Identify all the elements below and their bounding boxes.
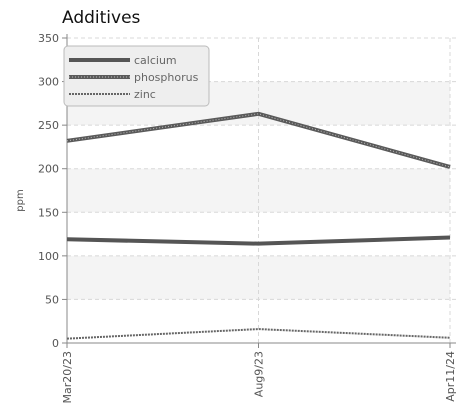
chart-title: Additives xyxy=(62,8,141,28)
legend-item-calcium[interactable]: calcium xyxy=(69,54,177,67)
y-axis-ticks: 0 50 100 150 200 250 300 350 xyxy=(38,32,67,350)
x-axis-ticks: Mar20/23 Aug9/23 Apr11/24 xyxy=(61,343,457,403)
series-lines xyxy=(66,111,451,340)
y-tick-label: 100 xyxy=(38,250,59,263)
series-zinc xyxy=(66,328,451,340)
series-calcium xyxy=(66,235,451,246)
y-tick-label: 200 xyxy=(38,163,59,176)
series-line-phosphorus xyxy=(66,111,451,169)
x-tick-label: Aug9/23 xyxy=(253,351,266,397)
legend-label: phosphorus xyxy=(134,71,199,84)
y-tick-label: 50 xyxy=(45,293,59,306)
series-line-calcium xyxy=(66,235,451,246)
legend-item-phosphorus[interactable]: phosphorus xyxy=(69,71,199,84)
y-tick-label: 250 xyxy=(38,119,59,132)
y-tick-label: 300 xyxy=(38,76,59,89)
legend-label: zinc xyxy=(134,88,156,101)
background-band xyxy=(67,168,450,213)
legend-label: calcium xyxy=(134,54,177,67)
y-tick-label: 0 xyxy=(52,337,59,350)
y-tick-label: 350 xyxy=(38,32,59,45)
x-tick-label: Apr11/24 xyxy=(444,351,457,402)
legend-item-zinc[interactable]: zinc xyxy=(69,88,156,101)
legend[interactable]: calcium phosphorus zinc xyxy=(63,45,210,107)
y-tick-label: 150 xyxy=(38,206,59,219)
series-phosphorus xyxy=(66,111,451,169)
series-line-zinc xyxy=(66,328,451,340)
x-tick-label: Mar20/23 xyxy=(61,351,74,403)
y-axis-label: ppm xyxy=(15,189,26,211)
